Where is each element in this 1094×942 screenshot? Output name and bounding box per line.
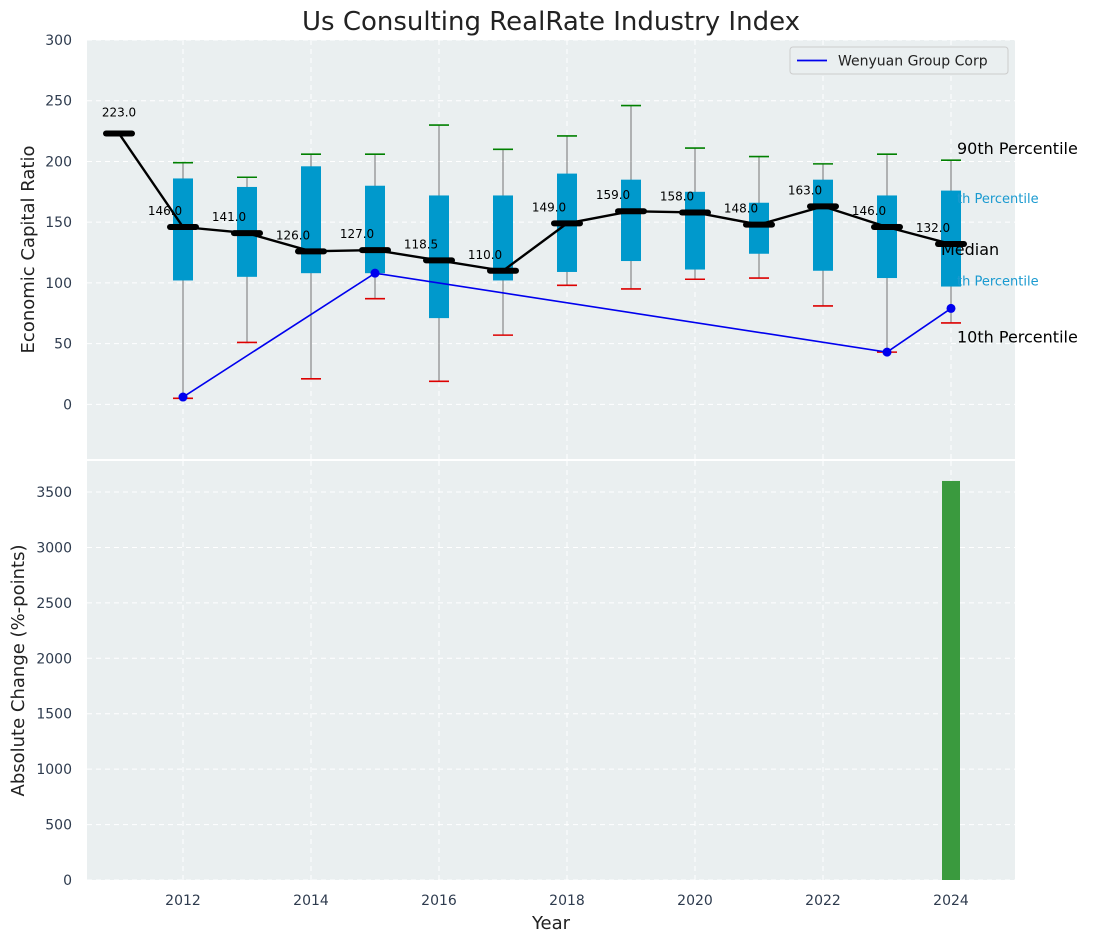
top-y-tick-label: 250 [45, 94, 72, 110]
box-iqr [301, 166, 321, 274]
box-iqr [429, 195, 449, 319]
median-value-label: 149.0 [532, 200, 566, 214]
bottom-y-tick-label: 500 [45, 818, 72, 834]
median-value-label: 132.0 [916, 221, 950, 235]
x-tick-label: 2024 [933, 893, 969, 909]
annotation-90th: 90th Percentile [957, 139, 1078, 158]
median-value-label: 141.0 [212, 210, 246, 224]
bottom-y-tick-label: 2000 [36, 651, 72, 667]
box-iqr [941, 190, 961, 287]
box-iqr [877, 195, 897, 279]
top-y-tick-label: 100 [45, 276, 72, 292]
top-y-tick-label: 150 [45, 215, 72, 231]
top-y-tick-label: 300 [45, 33, 72, 49]
median-value-label: 146.0 [852, 204, 886, 218]
top-y-tick-label: 0 [63, 397, 72, 413]
chart-title: Us Consulting RealRate Industry Index [302, 7, 800, 37]
bottom-y-tick-label: 3000 [36, 540, 72, 556]
annotation-10th: 10th Percentile [957, 328, 1078, 347]
box-iqr [493, 195, 513, 281]
change-bar [942, 480, 960, 880]
x-tick-label: 2022 [805, 893, 841, 909]
bottom-y-tick-label: 1500 [36, 707, 72, 723]
median-value-label: 127.0 [340, 227, 374, 241]
top-y-tick-label: 200 [45, 154, 72, 170]
x-tick-label: 2020 [677, 893, 713, 909]
bottom-plot-area [87, 461, 1015, 880]
median-value-label: 118.5 [404, 237, 438, 251]
bottom-y-tick-label: 0 [63, 873, 72, 889]
bottom-y-tick-label: 3500 [36, 485, 72, 501]
median-value-label: 158.0 [660, 189, 694, 203]
company-series-line [182, 272, 952, 398]
median-line [118, 132, 952, 273]
bottom-y-axis-label: Absolute Change (%-points) [8, 545, 29, 797]
median-value-label: 146.0 [148, 204, 182, 218]
annotation-median: Median [941, 240, 999, 259]
company-point [370, 268, 380, 278]
x-tick-label: 2012 [165, 893, 201, 909]
annotation-75th: th Percentile [957, 192, 1039, 207]
company-point [178, 392, 188, 402]
top-y-axis-label: Economic Capital Ratio [18, 146, 39, 354]
annotation-25th: th Percentile [957, 274, 1039, 289]
median-value-label: 159.0 [596, 188, 630, 202]
company-point [946, 303, 956, 313]
median-value-label: 110.0 [468, 248, 502, 262]
box-iqr [813, 179, 833, 271]
box-iqr [749, 202, 769, 254]
median-value-label: 223.0 [102, 106, 136, 120]
top-y-tick-label: 50 [54, 337, 72, 353]
x-tick-label: 2018 [549, 893, 585, 909]
x-tick-label: 2014 [293, 893, 329, 909]
bottom-y-tick-label: 2500 [36, 596, 72, 612]
legend-label: Wenyuan Group Corp [838, 54, 988, 70]
x-tick-label: 2016 [421, 893, 457, 909]
median-value-label: 163.0 [788, 183, 822, 197]
company-point [882, 347, 892, 357]
box-iqr [621, 179, 641, 262]
bottom-y-tick-label: 1000 [36, 762, 72, 778]
median-value-label: 126.0 [276, 228, 310, 242]
legend-box [789, 46, 1009, 75]
top-plot-area [87, 40, 1015, 459]
box-iqr [685, 191, 705, 270]
median-value-label: 148.0 [724, 202, 758, 216]
x-axis-label: Year [531, 913, 571, 934]
